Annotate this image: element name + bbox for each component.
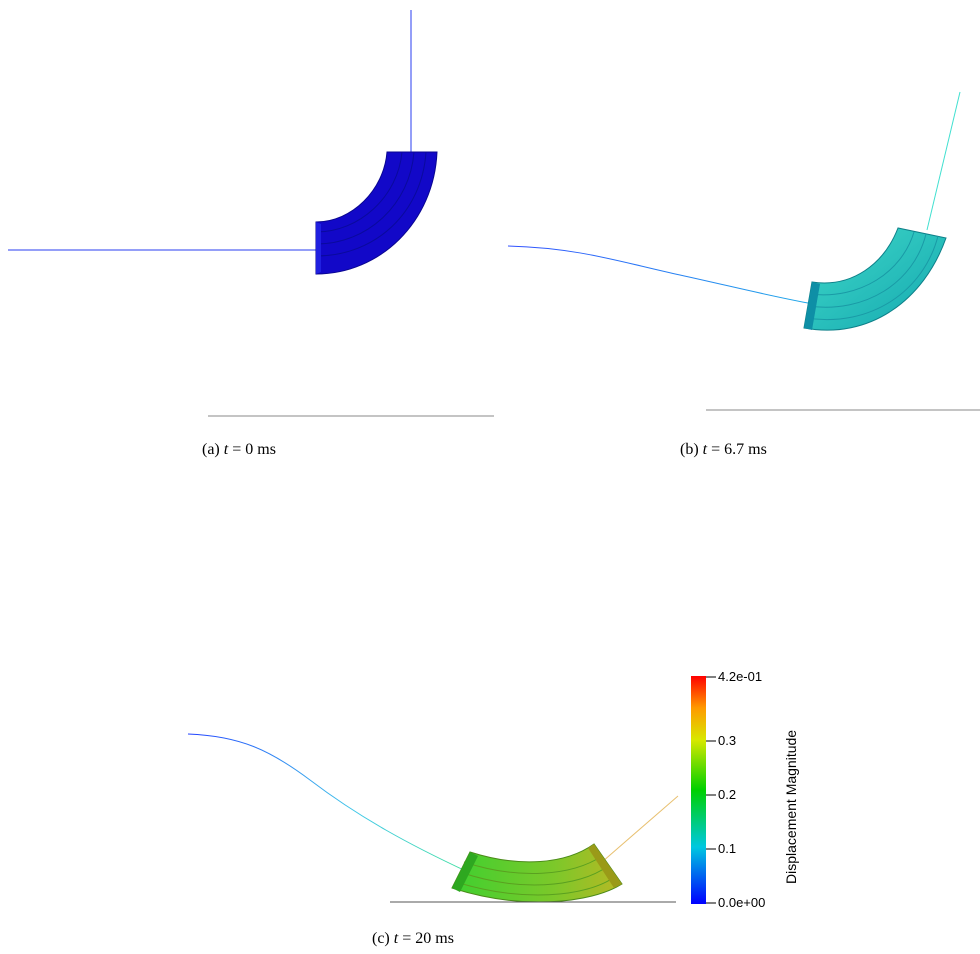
beam-vertical <box>601 795 679 863</box>
colorbar-tick-0.1: 0.1 <box>718 841 736 856</box>
caption-a: (a) t = 0 ms <box>202 441 276 458</box>
caption-c: (c) t = 20 ms <box>372 930 454 947</box>
colorbar-tick-max: 4.2e-01 <box>718 669 762 684</box>
elbow-pipe <box>451 843 623 903</box>
panel-c <box>187 733 679 903</box>
elbow-pipe <box>315 151 438 275</box>
colorbar: 4.2e-01 0.3 0.2 0.1 0.0e+00 Displacement… <box>691 669 799 910</box>
caption-b: (b) t = 6.7 ms <box>680 441 767 458</box>
colorbar-title: Displacement Magnitude <box>783 730 799 884</box>
colorbar-gradient <box>691 676 706 904</box>
colorbar-tick-min: 0.0e+00 <box>718 895 765 910</box>
beam-deflected <box>507 245 809 304</box>
beam-deflected <box>187 733 469 873</box>
beam-vertical <box>926 91 961 231</box>
colorbar-tick-0.3: 0.3 <box>718 733 736 748</box>
panel-a <box>8 10 494 417</box>
colorbar-tick-0.2: 0.2 <box>718 787 736 802</box>
panel-b <box>507 91 980 411</box>
elbow-pipe <box>803 227 947 331</box>
